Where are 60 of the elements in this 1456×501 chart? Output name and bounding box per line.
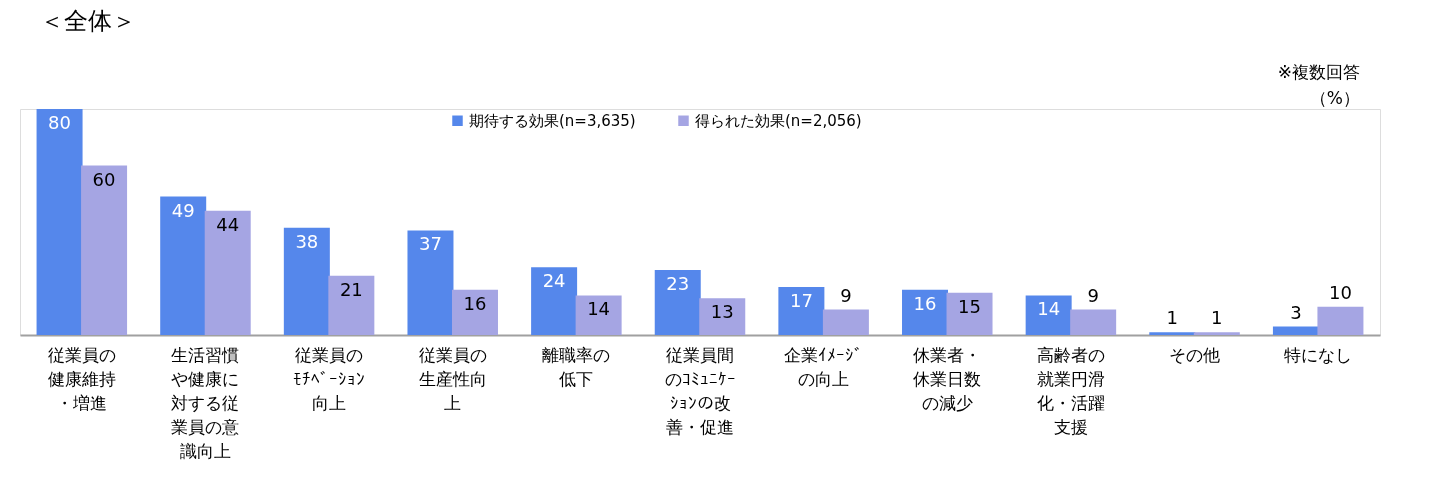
bar — [328, 275, 375, 335]
data-label: 1 — [1166, 307, 1179, 329]
x-tick-label: 従業員の健康維持・増進 — [47, 344, 116, 413]
data-label: 9 — [840, 284, 852, 306]
bar — [778, 286, 825, 335]
bar — [407, 230, 454, 335]
data-label: 15 — [958, 295, 981, 317]
data-label: 14 — [1037, 298, 1061, 320]
x-tick-label: 高齢者の就業円滑化・活躍支援 — [1036, 344, 1105, 437]
data-label: 3 — [1290, 301, 1302, 323]
data-label: 16 — [913, 292, 937, 314]
x-tick-label: 特になし — [1284, 344, 1353, 365]
x-tick-label: 従業員のﾓﾁﾍﾞｰｼｮﾝ向上 — [293, 344, 366, 413]
x-tick-label: 休業者・休業日数の減少 — [913, 344, 982, 413]
data-label: 80 — [48, 112, 72, 133]
bar — [1070, 309, 1117, 335]
bar — [531, 267, 578, 335]
data-label: 16 — [463, 292, 487, 314]
data-label: 1 — [1211, 307, 1223, 329]
data-label: 10 — [1328, 281, 1352, 303]
x-tick-label: 企業ｲﾒｰｼﾞの向上 — [784, 344, 864, 389]
bar — [1193, 332, 1240, 335]
data-label: 44 — [216, 213, 240, 235]
bar — [204, 210, 251, 335]
x-tick-label: その他 — [1169, 344, 1221, 365]
data-label: 9 — [1087, 284, 1099, 306]
data-label: 37 — [419, 233, 442, 255]
legend-label: 得られた効果(n=2,056) — [695, 111, 862, 130]
data-label: 24 — [542, 270, 566, 292]
data-label: 23 — [666, 273, 690, 295]
x-tick-label: 離職率の低下 — [542, 344, 611, 389]
bar — [902, 289, 949, 335]
data-label: 38 — [295, 230, 319, 252]
bar — [1272, 326, 1319, 335]
bar — [1025, 295, 1072, 335]
bar — [81, 165, 128, 335]
bar — [1149, 332, 1196, 335]
data-label: 21 — [339, 278, 363, 300]
bar — [160, 196, 207, 335]
bar — [283, 227, 330, 335]
bar — [451, 289, 498, 335]
bar — [699, 298, 746, 335]
data-label: 13 — [710, 301, 734, 323]
data-label: 14 — [587, 298, 611, 320]
x-tick-label: 従業員間のｺﾐｭﾆｹｰｼｮﾝの改善・促進 — [664, 344, 736, 437]
text: （%） — [1309, 88, 1360, 108]
bar — [654, 270, 701, 335]
data-label: 49 — [171, 199, 195, 221]
bar — [36, 109, 83, 335]
bar — [946, 292, 993, 335]
text: ※複数回答 — [1277, 62, 1360, 82]
x-tick-label: 生活習慣や健康に対する従業員の意識向上 — [171, 344, 240, 461]
chart-title: ＜全体＞ — [40, 7, 136, 35]
bar — [822, 309, 869, 335]
legend-label: 期待する効果(n=3,635) — [469, 111, 636, 130]
bar — [1317, 306, 1364, 335]
bar — [575, 295, 622, 335]
data-label: 17 — [789, 289, 813, 311]
data-label: 60 — [92, 168, 116, 190]
x-tick-label: 従業員の生産性向上 — [418, 344, 487, 413]
